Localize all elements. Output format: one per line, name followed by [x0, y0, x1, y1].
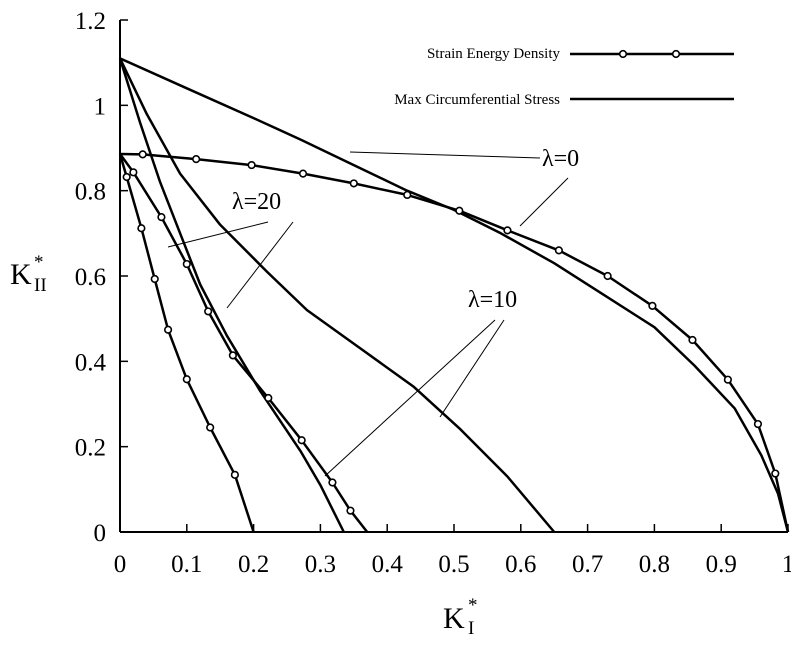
data-point-sed-lambda-0 [688, 335, 697, 345]
data-point-sed-lambda-0 [648, 301, 657, 310]
y-axis-label: K * II [10, 252, 47, 296]
y-tick-label: 0.2 [75, 435, 106, 462]
data-point-sed-lambda-10 [157, 213, 166, 222]
x-tick-label: 0.4 [372, 551, 404, 578]
y-tick-label: 1 [94, 93, 107, 120]
data-point-sed-lambda-0 [138, 150, 147, 159]
y-tick-label: 0 [94, 520, 107, 547]
data-point-sed-lambda-10 [129, 168, 138, 177]
y-tick-label: 0.4 [75, 349, 107, 376]
x-tick-label: 0.2 [238, 551, 269, 578]
annotation-lambda-20: λ=20 [232, 189, 281, 215]
data-point-sed-lambda-10 [328, 478, 337, 487]
legend-label-mcs: Max Circumferential Stress [394, 92, 560, 108]
data-point-sed-lambda-0 [503, 226, 512, 235]
legend-marker-sed-1 [618, 49, 628, 59]
data-point-sed-lambda-20 [137, 224, 146, 233]
series-line-mcs-lambda-0 [119, 57, 790, 533]
leader-lambda-10-a [324, 319, 496, 477]
y-axis-label-main: K [10, 258, 32, 291]
series-line-mcs-lambda-10 [118, 57, 556, 533]
data-point-sed-lambda-20 [230, 470, 239, 479]
x-tick-label: 0.7 [572, 551, 603, 578]
x-tick-label: 0 [114, 551, 127, 578]
data-point-sed-lambda-0 [554, 246, 563, 255]
x-axis-label-sup: * [468, 595, 478, 616]
leader-lambda-0-b [519, 177, 569, 227]
y-axis-label-sup: * [34, 252, 44, 273]
data-point-sed-lambda-0 [455, 206, 464, 215]
markers-layer [122, 150, 780, 515]
y-tick-label: 1.2 [75, 8, 106, 35]
x-tick-label: 0.1 [171, 551, 202, 578]
data-point-sed-lambda-10 [182, 259, 191, 269]
x-tick-label: 0.5 [438, 551, 469, 578]
data-point-sed-lambda-0 [603, 271, 612, 281]
legend-marker-sed-2 [671, 49, 681, 59]
x-tick-label: 0.3 [305, 551, 336, 578]
series-line-mcs-lambda-20 [118, 58, 345, 533]
x-axis-label-main: K [443, 602, 465, 635]
data-point-sed-lambda-10 [264, 393, 273, 403]
data-point-sed-lambda-0 [771, 469, 780, 478]
x-tick-label: 1 [782, 551, 791, 578]
leader-lambda-20-a [167, 221, 269, 248]
annotation-lambda-10: λ=10 [468, 287, 517, 313]
x-tick-label: 0.6 [505, 551, 536, 578]
data-point-sed-lambda-20 [150, 274, 159, 284]
data-point-sed-lambda-0 [192, 154, 201, 164]
data-point-sed-lambda-10 [228, 351, 237, 360]
data-point-sed-lambda-0 [403, 190, 412, 200]
annotation-lambda-0: λ=0 [542, 146, 579, 172]
data-point-sed-lambda-0 [298, 169, 308, 178]
legend: Strain Energy Density Max Circumferentia… [394, 46, 734, 108]
data-point-sed-lambda-20 [182, 375, 191, 384]
x-axis-label: K * I [443, 595, 478, 639]
data-point-sed-lambda-0 [247, 160, 256, 170]
x-tick-label: 0.8 [639, 551, 670, 578]
y-axis-label-sub: II [34, 275, 47, 296]
ticks-layer: 0 0.1 0.2 0.3 0.4 0.5 0.6 0.7 0.8 0.9 1 0 0.2 0.4 0.6 0… [75, 8, 791, 578]
x-tick-label: 0.9 [706, 551, 737, 578]
leader-lambda-0-a [349, 151, 541, 159]
data-point-sed-lambda-10 [204, 307, 213, 316]
data-point-sed-lambda-10 [297, 436, 306, 445]
leader-lambda-10-b [439, 319, 505, 418]
data-point-sed-lambda-20 [206, 423, 215, 432]
legend-label-sed: Strain Energy Density [427, 46, 561, 62]
data-point-sed-lambda-0 [753, 419, 763, 429]
x-axis-label-sub: I [468, 618, 474, 639]
data-point-sed-lambda-20 [163, 325, 173, 334]
y-tick-label: 0.6 [75, 264, 106, 291]
data-point-sed-lambda-0 [349, 179, 358, 188]
y-tick-label: 0.8 [75, 179, 106, 206]
data-point-sed-lambda-0 [723, 375, 732, 384]
data-point-sed-lambda-20 [122, 172, 131, 182]
leader-lambda-20-b [226, 221, 294, 309]
annotations: λ=0 λ=20 λ=10 [167, 146, 579, 477]
series-layer [118, 57, 790, 533]
data-point-sed-lambda-10 [346, 506, 355, 515]
